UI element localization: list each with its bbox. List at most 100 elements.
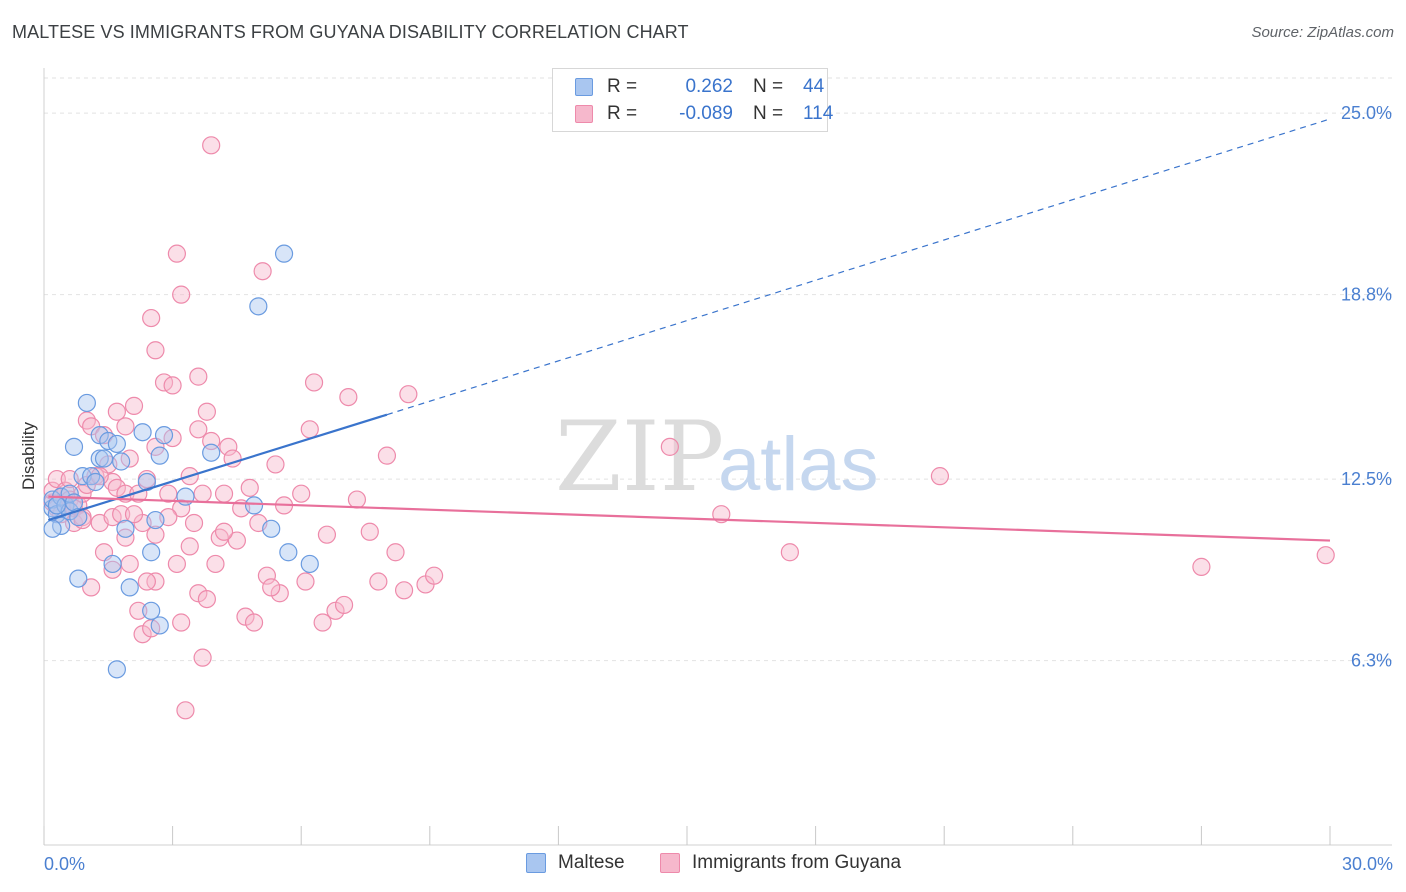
guyana-point	[189, 367, 208, 386]
maltese-swatch	[575, 78, 593, 96]
guyana-point	[223, 449, 242, 468]
guyana-point	[206, 554, 225, 574]
guyana-point	[129, 601, 148, 620]
maltese-point	[112, 452, 131, 471]
guyana-point	[167, 244, 186, 263]
guyana-point	[116, 417, 135, 436]
guyana-point	[159, 484, 178, 503]
guyana-point	[300, 420, 319, 439]
guyana-point	[347, 490, 367, 509]
guyana-point	[163, 376, 182, 395]
guyana-point	[124, 396, 144, 415]
x-tick-label: 0.0%	[44, 854, 85, 874]
guyana-point	[197, 402, 216, 421]
maltese-point	[94, 449, 114, 468]
guyana-point	[214, 522, 234, 541]
legend-r-value: -0.089	[679, 103, 733, 124]
guyana-point	[184, 513, 204, 533]
y-tick-labels: 6.3% 12.5% 18.8% 25.0%	[1341, 103, 1392, 670]
maltese-point	[142, 601, 161, 620]
legend-r-label: R =	[607, 103, 638, 124]
guyana-point	[1192, 557, 1211, 576]
maltese-point	[244, 496, 264, 515]
y-tick-label: 18.8%	[1341, 285, 1392, 305]
guyana-point	[377, 446, 397, 465]
guyana-point	[137, 572, 156, 591]
legend-n-label: N =	[753, 103, 784, 124]
maltese-point	[249, 297, 268, 316]
maltese-point	[142, 543, 161, 562]
legend-r-label: R =	[607, 76, 638, 97]
chart-title: MALTESE VS IMMIGRANTS FROM GUYANA DISABI…	[12, 22, 689, 42]
guyana-point	[167, 554, 186, 574]
guyana-point	[313, 613, 332, 632]
maltese-point	[120, 578, 139, 597]
guyana-point	[334, 595, 354, 615]
guyana-point	[202, 136, 221, 155]
guyana-trend-line	[48, 495, 1331, 542]
maltese-point	[107, 660, 126, 679]
maltese-point	[150, 446, 169, 465]
y-tick-label: 25.0%	[1341, 103, 1392, 123]
guyana-point	[112, 505, 131, 524]
guyana-point	[124, 505, 144, 524]
maltese-point	[116, 519, 135, 538]
guyana-point	[339, 387, 358, 407]
maltese-point	[43, 519, 62, 538]
maltese-point	[150, 616, 169, 635]
legend-label-guyana: Immigrants from Guyana	[692, 852, 902, 873]
guyana-point	[86, 467, 105, 486]
legend-n-value: 114	[803, 103, 834, 124]
axes	[43, 68, 1392, 846]
maltese-point	[64, 437, 84, 456]
maltese-trend-line	[47, 413, 388, 522]
watermark-zip: ZIP	[555, 401, 724, 513]
guyana-point	[120, 554, 139, 574]
guyana-point	[262, 578, 281, 597]
trend-lines	[47, 118, 1331, 542]
legend-label-maltese: Maltese	[558, 852, 625, 873]
guyana-points	[43, 136, 1335, 720]
guyana-point	[219, 437, 238, 456]
guyana-point	[172, 285, 191, 304]
guyana-point	[189, 420, 208, 439]
maltese-point	[86, 472, 105, 492]
guyana-point	[780, 543, 799, 562]
guyana-point	[386, 543, 405, 562]
guyana-point	[424, 566, 444, 585]
guyana-point	[253, 262, 272, 281]
guyana-point	[394, 581, 414, 600]
guyana-point	[227, 531, 246, 550]
guyana-point	[317, 525, 337, 544]
guyana-point	[197, 589, 216, 609]
guyana-point	[1316, 546, 1335, 565]
watermark-atlas: atlas	[718, 422, 879, 507]
guyana-point	[142, 308, 161, 328]
x-tick-label: 30.0%	[1342, 854, 1393, 874]
guyana-point	[172, 499, 191, 518]
guyana-point	[244, 613, 264, 632]
guyana-point	[214, 484, 234, 503]
guyana-point	[399, 385, 418, 404]
maltese-trend-extension	[386, 118, 1331, 416]
guyana-point	[103, 560, 122, 579]
guyana-point	[146, 525, 165, 544]
guyana-point	[172, 613, 191, 632]
legend-n-value: 44	[803, 76, 825, 97]
guyana-point	[146, 341, 165, 360]
legend-item-guyana[interactable]: Immigrants from Guyana	[660, 852, 901, 874]
maltese-point	[103, 554, 122, 574]
guyana-point	[304, 373, 324, 392]
legend-r-value: 0.262	[685, 76, 733, 97]
guyana-swatch	[660, 853, 680, 873]
maltese-point	[202, 443, 221, 462]
correlation-legend: R = 0.262 N = 44 R = -0.089 N = 114	[552, 68, 833, 132]
guyana-point	[266, 455, 285, 474]
legend-item-maltese[interactable]: Maltese	[526, 852, 625, 874]
guyana-point	[180, 537, 199, 556]
maltese-point	[154, 426, 174, 445]
maltese-point	[77, 393, 96, 413]
guyana-point	[176, 701, 195, 720]
legend-row-maltese: R = 0.262 N = 44	[575, 75, 824, 99]
maltese-swatch	[526, 853, 546, 873]
